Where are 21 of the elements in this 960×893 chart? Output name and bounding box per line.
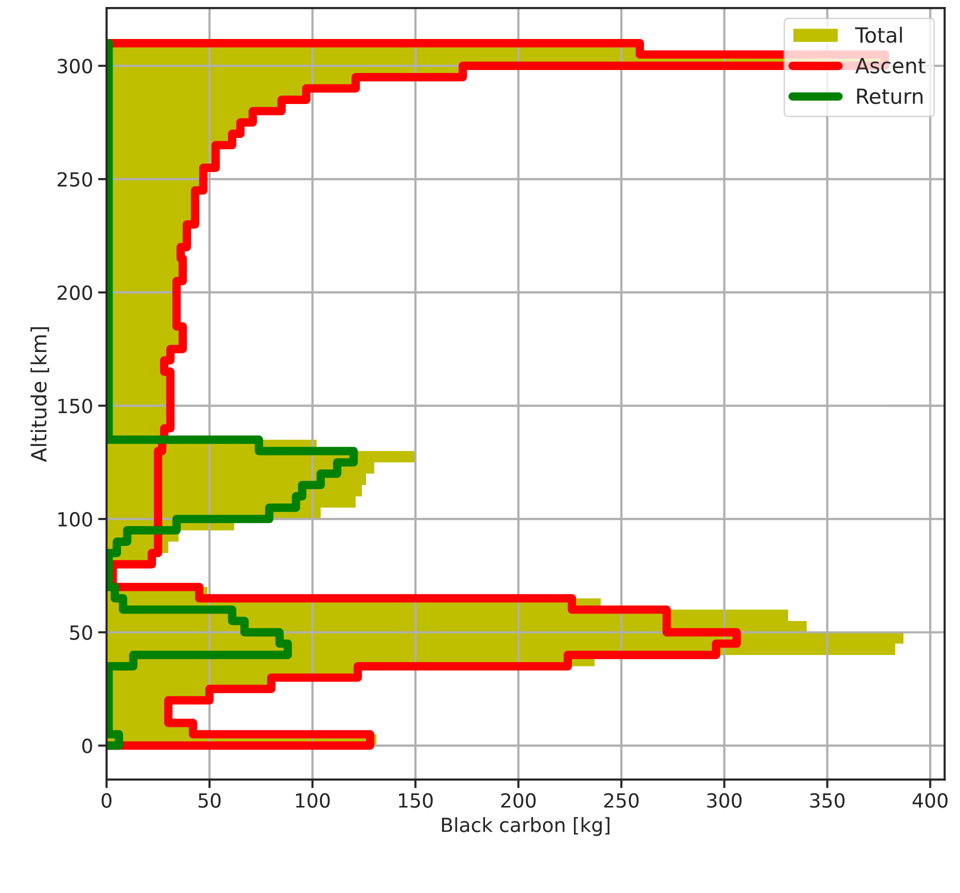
x-tick-label: 200 xyxy=(501,793,536,808)
y-tick-label: 150 xyxy=(58,398,92,414)
y-tick-label: 50 xyxy=(70,625,92,640)
x-axis-title: Black carbon [kg] xyxy=(442,817,610,836)
legend-label: Total xyxy=(855,26,902,43)
y-tick-label: 250 xyxy=(58,172,92,187)
x-tick-label: 250 xyxy=(604,793,639,808)
x-tick-label: 300 xyxy=(707,793,742,808)
x-tick-label: 150 xyxy=(399,793,433,808)
y-tick-label: 100 xyxy=(58,512,92,527)
legend-label: Ascent xyxy=(855,58,926,74)
y-tick-label: 300 xyxy=(58,58,92,74)
x-tick-label: 0 xyxy=(102,793,112,808)
x-tick-label: 350 xyxy=(810,793,845,808)
y-tick-label: 200 xyxy=(58,285,92,300)
legend-label: Return xyxy=(857,88,923,104)
x-tick-label: 400 xyxy=(912,793,948,808)
x-tick-label: 100 xyxy=(296,793,330,808)
y-axis-title: Altitude [km] xyxy=(30,327,50,462)
x-tick-label: 50 xyxy=(198,793,221,808)
y-tick-label: 0 xyxy=(82,738,92,754)
